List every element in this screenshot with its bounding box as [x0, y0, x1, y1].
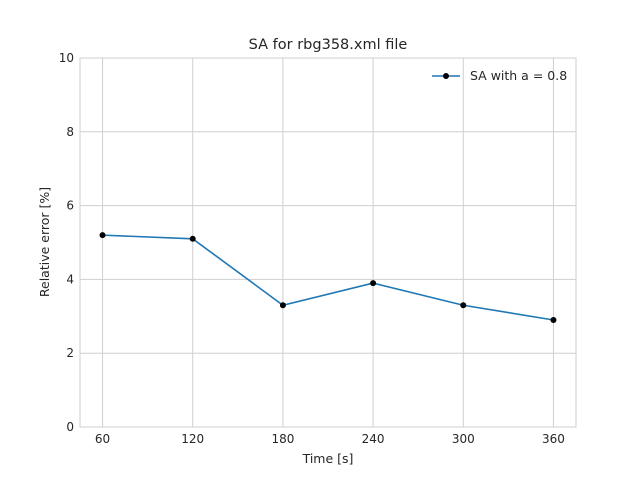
series-line — [102, 234, 554, 321]
grid — [80, 57, 576, 428]
data-point — [460, 302, 467, 309]
y-tick-labels: 0 2 4 6 8 10 — [59, 51, 74, 434]
data-point — [279, 302, 286, 309]
y-tick-label: 6 — [66, 199, 74, 213]
y-tick-label: 8 — [66, 125, 74, 139]
x-tick-label: 300 — [452, 432, 475, 446]
y-axis-label: Relative error [%] — [37, 187, 52, 297]
series-group — [99, 232, 557, 323]
chart-title: SA for rbg358.xml file — [249, 37, 408, 53]
x-tick-label: 240 — [362, 432, 385, 446]
y-tick-label: 10 — [59, 51, 74, 65]
x-tick-label: 180 — [271, 432, 294, 446]
data-point — [189, 235, 196, 242]
x-tick-label: 120 — [181, 432, 204, 446]
plot-frame — [79, 57, 577, 428]
y-tick-label: 2 — [66, 346, 74, 360]
legend: SA with a = 0.8 — [432, 68, 567, 83]
data-point — [370, 280, 377, 287]
y-tick-label: 0 — [66, 420, 74, 434]
x-axis-label: Time [s] — [302, 451, 354, 466]
legend-marker — [443, 73, 449, 79]
x-tick-labels: 60 120 180 240 300 360 — [95, 432, 565, 446]
data-point — [550, 316, 557, 323]
x-tick-label: 60 — [95, 432, 110, 446]
data-point — [99, 232, 106, 239]
legend-label: SA with a = 0.8 — [470, 68, 567, 83]
y-tick-label: 4 — [66, 272, 74, 286]
x-tick-label: 360 — [542, 432, 565, 446]
